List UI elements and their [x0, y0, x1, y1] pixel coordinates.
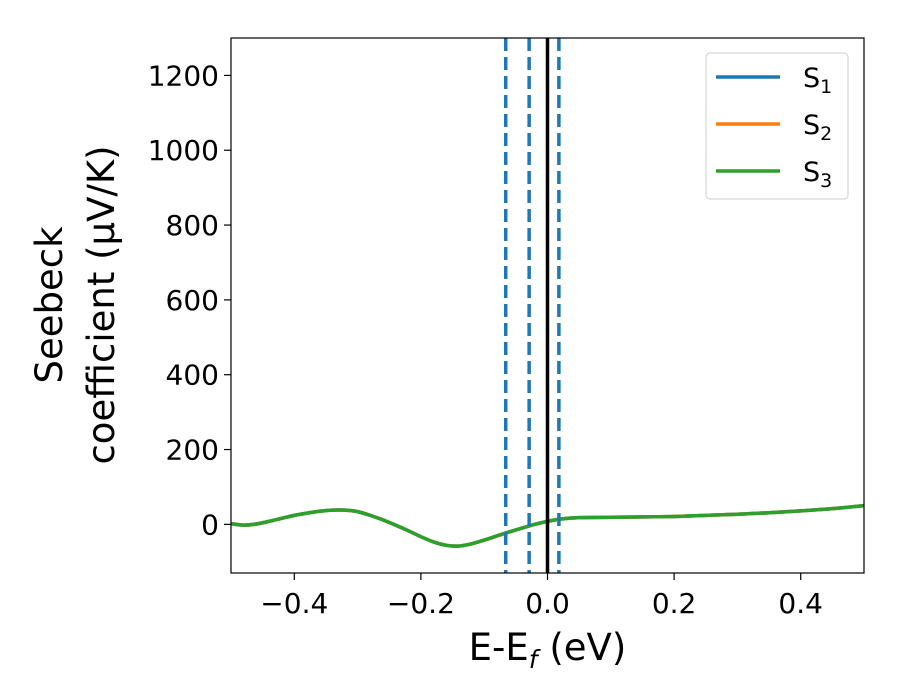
legend-label-s3: S3: [803, 157, 832, 192]
series-layer: [231, 503, 864, 548]
y-axis-ticks: 0 200 400 600 800 1000 1200: [148, 59, 231, 541]
x-axis-title: E-Ef (eV): [469, 626, 627, 674]
x-tick-label: 0.2: [652, 587, 697, 620]
x-tick-label: 0.0: [525, 587, 570, 620]
y-tick-label: 1000: [148, 134, 219, 167]
vertical-lines: [503, 38, 561, 573]
x-axis-ticks: −0.4 −0.2 0.0 0.2 0.4: [260, 573, 823, 620]
y-tick-label: 400: [166, 359, 219, 392]
legend-box: [705, 52, 849, 200]
y-tick-label: 200: [166, 434, 219, 467]
y-axis-title-line1: Seebeck: [28, 226, 71, 384]
series-line-s3: [231, 503, 864, 548]
y-tick-label: 600: [166, 284, 219, 317]
y-tick-label: 800: [166, 209, 219, 242]
x-tick-label: 0.4: [778, 587, 823, 620]
legend-label-s1: S1: [803, 63, 832, 98]
y-axis-title-line2: coefficient (μV/K): [80, 145, 123, 464]
x-tick-label: −0.2: [387, 587, 455, 620]
y-tick-label: 1200: [148, 59, 219, 92]
y-tick-label: 0: [201, 508, 219, 541]
legend: S1 S2 S3: [705, 52, 849, 200]
legend-label-s2: S2: [803, 110, 832, 145]
y-axis-title: Seebeck coefficient (μV/K): [28, 145, 123, 464]
x-tick-label: −0.4: [260, 587, 328, 620]
